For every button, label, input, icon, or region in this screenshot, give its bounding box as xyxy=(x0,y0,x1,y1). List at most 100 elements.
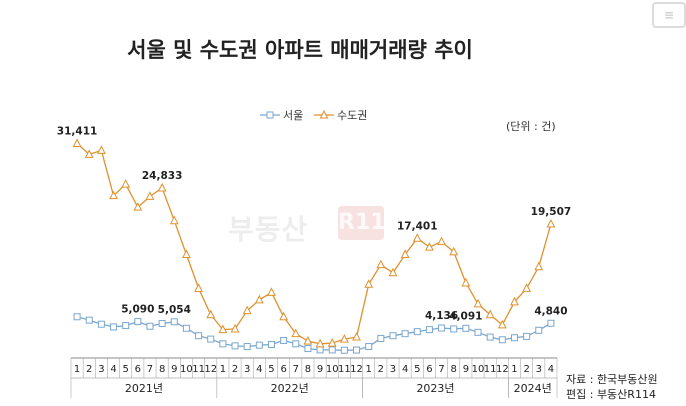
legend: 서울 수도권 xyxy=(260,109,367,122)
data-point-seoul xyxy=(328,346,336,354)
data-label: 4,091 xyxy=(449,310,482,322)
month-tick-label: 11 xyxy=(484,364,497,375)
data-point-capital xyxy=(242,305,252,315)
month-tick-label: 10 xyxy=(472,364,485,375)
month-tick-label: 5 xyxy=(122,364,128,375)
data-label: 31,411 xyxy=(57,126,98,138)
month-tick-label: 9 xyxy=(317,364,323,375)
month-tick-label: 2 xyxy=(523,364,529,375)
data-label: 5,054 xyxy=(158,304,191,316)
data-point-capital xyxy=(96,145,106,154)
data-point-seoul xyxy=(110,323,118,331)
month-tick-label: 7 xyxy=(293,364,299,375)
data-point-capital xyxy=(388,267,398,277)
month-tick-label: 1 xyxy=(365,364,371,375)
series-line-capital xyxy=(76,143,552,345)
month-tick-label: 10 xyxy=(326,364,339,375)
month-tick-label: 2 xyxy=(86,364,92,375)
data-point-seoul xyxy=(353,346,361,354)
data-label: 4,840 xyxy=(534,305,567,317)
data-point-capital xyxy=(485,309,495,319)
data-point-seoul xyxy=(535,326,543,334)
data-point-seoul xyxy=(182,324,190,332)
data-point-seoul xyxy=(158,320,166,328)
month-tick-label: 4 xyxy=(256,364,262,375)
data-label: 5,090 xyxy=(121,304,154,316)
data-point-capital xyxy=(218,324,228,334)
month-tick-label: 7 xyxy=(147,364,153,375)
data-point-seoul xyxy=(425,326,433,334)
data-point-capital xyxy=(133,202,143,211)
series-line-seoul xyxy=(76,316,552,351)
month-tick-label: 4 xyxy=(548,364,554,375)
unit-label: (단위 : 건) xyxy=(506,120,556,133)
month-tick-label: 3 xyxy=(536,364,542,375)
data-point-seoul xyxy=(523,332,531,340)
month-tick-label: 7 xyxy=(438,364,444,375)
month-tick-label: 6 xyxy=(426,364,432,375)
data-point-capital xyxy=(206,309,216,319)
data-point-seoul xyxy=(304,345,312,353)
data-point-seoul xyxy=(510,334,518,342)
month-tick-label: 11 xyxy=(338,364,351,375)
month-tick-label: 12 xyxy=(204,364,217,375)
month-tick-label: 9 xyxy=(171,364,177,375)
data-point-capital xyxy=(291,328,301,338)
data-point-capital xyxy=(364,279,374,288)
data-point-capital xyxy=(145,191,155,200)
data-label: 24,833 xyxy=(142,170,183,182)
data-point-capital xyxy=(169,215,179,225)
data-point-capital xyxy=(352,331,361,341)
month-tick-label: 1 xyxy=(74,364,80,375)
data-point-seoul xyxy=(267,341,275,348)
month-tick-label: 3 xyxy=(98,364,104,375)
data-point-seoul xyxy=(474,328,482,336)
data-point-capital xyxy=(315,338,325,348)
data-point-seoul xyxy=(85,316,93,324)
month-tick-label: 6 xyxy=(280,364,286,375)
data-point-seoul xyxy=(146,322,154,330)
data-point-capital xyxy=(449,246,459,256)
data-point-seoul xyxy=(280,336,288,344)
data-point-seoul xyxy=(97,320,105,328)
source-note: 자료 : 한국부동산원 편집 : 부동산R114 xyxy=(566,372,658,402)
data-point-capital xyxy=(121,179,131,188)
month-tick-label: 9 xyxy=(463,364,469,375)
data-point-seoul xyxy=(498,336,506,344)
data-point-seoul xyxy=(486,333,494,341)
data-point-capital xyxy=(339,333,349,343)
data-point-seoul xyxy=(438,324,446,332)
data-point-seoul xyxy=(340,346,348,354)
watermark-badge: R114 xyxy=(338,206,401,240)
data-point-capital xyxy=(546,218,556,228)
watermark: 부동산 xyxy=(228,213,309,246)
data-label: 4,136 xyxy=(425,310,458,322)
data-point-seoul xyxy=(450,325,458,333)
month-tick-label: 1 xyxy=(220,364,226,375)
year-label: 2024년 xyxy=(514,382,552,395)
data-label: 17,401 xyxy=(397,220,438,232)
year-label: 2022년 xyxy=(271,382,309,395)
data-point-capital xyxy=(109,190,118,200)
data-label: 19,507 xyxy=(531,206,572,218)
data-point-seoul xyxy=(389,332,397,340)
data-point-seoul xyxy=(292,340,300,348)
data-point-seoul xyxy=(365,343,373,351)
data-point-seoul xyxy=(170,318,178,326)
legend-marker-seoul xyxy=(266,111,274,119)
data-point-seoul xyxy=(462,324,470,332)
data-point-capital xyxy=(497,319,507,329)
corner-logo-icon: ≡ xyxy=(652,2,686,28)
data-point-capital xyxy=(303,336,313,345)
month-tick-label: 8 xyxy=(305,364,311,375)
data-point-capital xyxy=(425,241,434,251)
data-point-seoul xyxy=(134,318,142,326)
data-point-capital xyxy=(327,338,337,347)
month-tick-label: 8 xyxy=(159,364,165,375)
month-tick-label: 11 xyxy=(192,364,205,375)
data-point-capital xyxy=(461,277,471,287)
month-tick-label: 4 xyxy=(402,364,408,375)
data-point-capital xyxy=(400,249,410,259)
legend-label-capital: 수도권 xyxy=(337,109,367,122)
month-tick-label: 3 xyxy=(390,364,396,375)
